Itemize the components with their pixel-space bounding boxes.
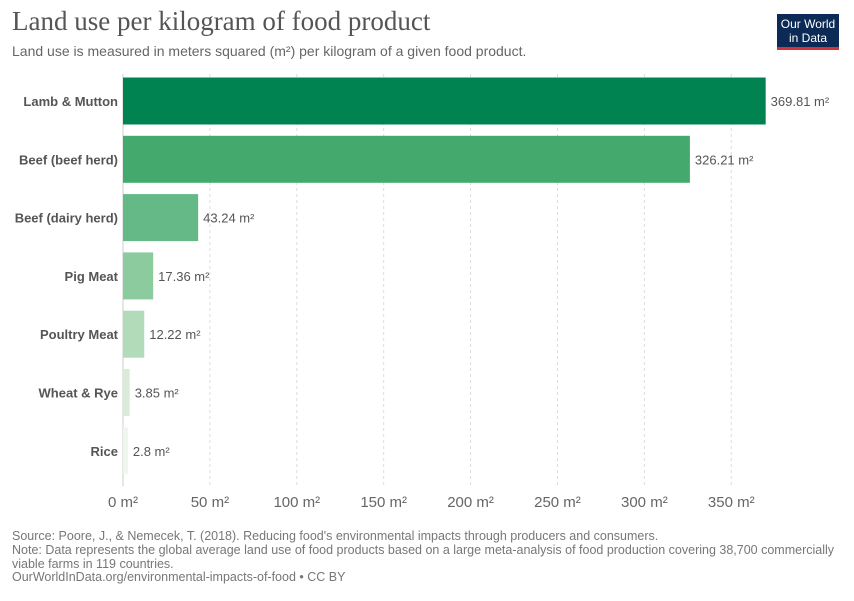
value-label: 43.24 m² <box>203 211 255 226</box>
bar-6[interactable] <box>123 369 130 416</box>
chart-footer: Source: Poore, J., & Nemecek, T. (2018).… <box>12 529 842 585</box>
bar-4[interactable] <box>123 252 154 300</box>
chart-title: Land use per kilogram of food product <box>12 6 431 36</box>
x-tick-label: 100 m² <box>273 494 320 511</box>
source-text: Source: Poore, J., & Nemecek, T. (2018).… <box>12 529 659 543</box>
logo-line-1: Our World <box>780 17 836 31</box>
category-label: Beef (beef herd) <box>19 152 118 167</box>
category-label: Rice <box>91 444 118 459</box>
x-tick-label: 200 m² <box>447 494 494 511</box>
value-label: 3.85 m² <box>135 386 180 401</box>
x-tick-label: 350 m² <box>708 494 755 511</box>
labels: 0 m² 50 m² 100 m² 150 m² 200 m² 250 m² 300 m² 3… <box>15 94 830 511</box>
owid-logo[interactable]: Our World in Data <box>777 14 839 50</box>
category-label: Beef (dairy herd) <box>15 211 118 226</box>
bar-2[interactable] <box>123 135 690 183</box>
x-tick-label: 50 m² <box>191 494 229 511</box>
x-tick-label: 150 m² <box>360 494 407 511</box>
value-label: 369.81 m² <box>771 94 830 109</box>
credit-link[interactable]: OurWorldInData.org/environmental-impacts… <box>12 570 346 585</box>
x-tick-label: 300 m² <box>621 494 668 511</box>
value-label: 12.22 m² <box>149 327 201 342</box>
logo-line-2: in Data <box>788 31 828 45</box>
category-label: Wheat & Rye <box>39 386 118 401</box>
x-tick-label: 250 m² <box>534 494 581 511</box>
category-label: Pig Meat <box>65 269 119 284</box>
bar-3[interactable] <box>123 194 199 242</box>
bar-5[interactable] <box>123 310 145 358</box>
bars <box>123 77 766 475</box>
value-label: 17.36 m² <box>158 269 210 284</box>
value-label: 2.8 m² <box>133 444 171 459</box>
note-text: Note: Data represents the global average… <box>12 542 835 571</box>
value-label: 326.21 m² <box>695 152 754 167</box>
category-label: Poultry Meat <box>40 327 119 342</box>
chart-subtitle: Land use is measured in meters squared (… <box>12 43 527 59</box>
bar-chart: 0 m² 50 m² 100 m² 150 m² 200 m² 250 m² 300 m² 3… <box>15 74 830 511</box>
category-label: Lamb & Mutton <box>23 94 118 109</box>
x-tick-label: 0 m² <box>108 494 138 511</box>
bar-7[interactable] <box>123 427 128 475</box>
bar-1[interactable] <box>123 77 766 125</box>
